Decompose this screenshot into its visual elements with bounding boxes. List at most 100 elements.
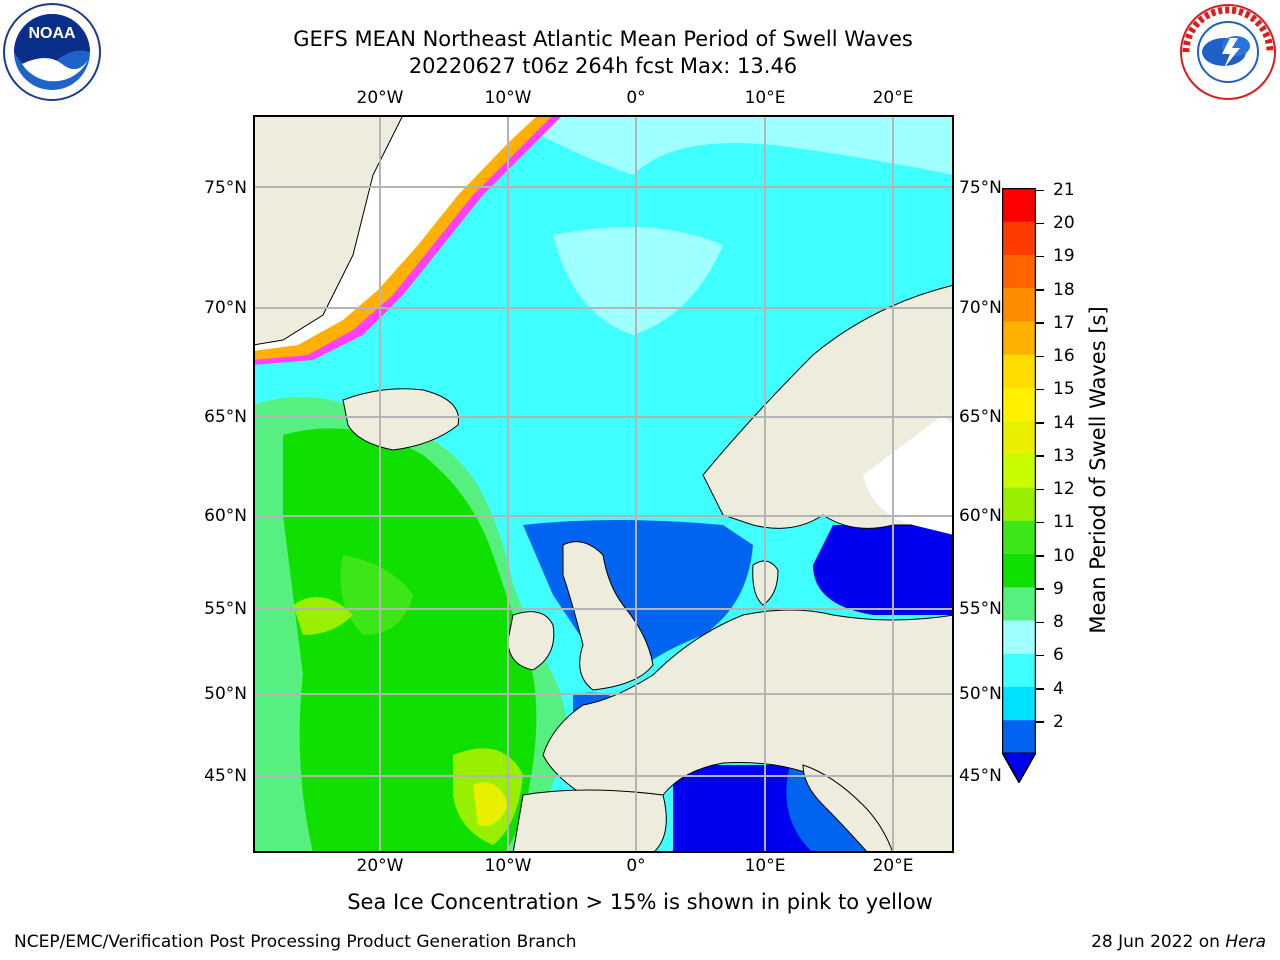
noaa-logo: NOAA	[2, 2, 102, 102]
colorbar-tick-label: 12	[1053, 479, 1075, 500]
swell-zone-baltic	[813, 525, 954, 615]
map-border	[253, 115, 954, 853]
ireland-land	[507, 611, 555, 671]
colorbar-tick-mark	[1036, 422, 1044, 424]
colorbar-segment	[1002, 586, 1036, 621]
colorbar-tick-mark	[1036, 621, 1044, 624]
colorbar-tick-mark	[1036, 255, 1044, 258]
lon-label-top: 0°	[626, 88, 646, 108]
colorbar-tick-label: 8	[1053, 612, 1064, 633]
sea-ice-note: Sea Ice Concentration > 15% is shown in …	[347, 890, 933, 914]
lat-label-right: 70°N	[959, 298, 1002, 318]
colorbar-tick-label: 6	[1053, 645, 1064, 666]
great-britain-land	[562, 541, 654, 691]
colorbar-tick-mark	[1036, 654, 1044, 657]
graticule	[253, 115, 954, 853]
colorbar-tick-label: 15	[1053, 379, 1075, 400]
lon-label-top: 10°W	[484, 88, 532, 108]
lon-label-top: 20°E	[872, 88, 914, 108]
lat-label-left: 75°N	[204, 178, 247, 198]
swell-zone-atlantic-peak	[293, 597, 353, 635]
footer-host: Hera	[1225, 932, 1266, 952]
swell-zone-west	[283, 428, 537, 853]
colorbar-segment	[1002, 487, 1036, 521]
colorbar-tick-label: 16	[1053, 346, 1075, 367]
footer-date-text: 28 Jun 2022 on	[1091, 932, 1226, 952]
colorbar-segment	[1002, 520, 1036, 555]
lon-label-bottom: 10°E	[744, 856, 786, 876]
colorbar-segment	[1002, 221, 1036, 255]
lat-label-right: 45°N	[959, 766, 1002, 786]
iberia-land	[512, 789, 667, 853]
chart-title: GEFS MEAN Northeast Atlantic Mean Period…	[293, 27, 913, 51]
colorbar-tick-label: 11	[1053, 512, 1075, 533]
greenland-land	[253, 115, 404, 346]
colorbar-title: Mean Period of Swell Waves [s]	[1086, 306, 1110, 634]
lat-label-left: 50°N	[204, 684, 247, 704]
noaa-logo-text: NOAA	[28, 25, 76, 42]
colorbar-tick-mark	[1036, 455, 1044, 457]
colorbar-segment	[1002, 287, 1036, 322]
italy-land	[802, 764, 894, 853]
colorbar-tick-mark	[1036, 222, 1044, 225]
lon-label-bottom: 10°W	[484, 856, 532, 876]
colorbar-segment	[1002, 254, 1036, 289]
colorbar-tick-mark	[1036, 521, 1044, 524]
lat-label-left: 70°N	[204, 298, 247, 318]
lon-label-top: 20°W	[356, 88, 404, 108]
colorbar-tick-label: 20	[1053, 213, 1075, 234]
colorbar-tick-label: 9	[1053, 578, 1064, 599]
colorbar-border	[1001, 187, 1037, 784]
nws-logo	[1178, 2, 1278, 102]
lat-label-right: 55°N	[959, 599, 1002, 619]
colorbar-segment	[1002, 653, 1036, 688]
map-canvas	[253, 115, 954, 853]
colorbar-tick-label: 19	[1053, 246, 1075, 267]
colorbar-tick-mark	[1036, 355, 1044, 358]
colorbar-tick-label: 21	[1053, 180, 1075, 200]
colorbar-tick-mark	[1036, 588, 1044, 590]
colorbar-tick-mark	[1036, 289, 1044, 291]
colorbar-under-arrow	[1001, 752, 1037, 785]
colorbar-segment	[1002, 420, 1036, 455]
footer-date: 28 Jun 2022 on Hera	[1091, 932, 1266, 952]
colorbar-segment	[1002, 188, 1036, 222]
colorbar-segment	[1002, 354, 1036, 388]
colorbar-segment	[1002, 620, 1036, 654]
colorbar-tick-mark	[1036, 388, 1044, 391]
lat-label-right: 50°N	[959, 684, 1002, 704]
lat-label-right: 65°N	[959, 407, 1002, 427]
lon-label-bottom: 20°W	[356, 856, 404, 876]
colorbar-segment	[1002, 453, 1036, 488]
iceland-land	[342, 388, 460, 451]
footer-credit: NCEP/EMC/Verification Post Processing Pr…	[14, 932, 577, 952]
lon-label-bottom: 20°E	[872, 856, 914, 876]
colorbar-segment	[1002, 387, 1036, 422]
colorbar-tick-mark	[1036, 688, 1044, 690]
colorbar	[1001, 187, 1037, 785]
colorbar-tick-label: 2	[1053, 711, 1064, 732]
lon-label-top: 10°E	[744, 88, 786, 108]
colorbar-tick-label: 13	[1053, 445, 1075, 466]
colorbar-tick-mark	[1036, 555, 1044, 557]
map-panel	[253, 115, 954, 853]
finland-ice-free	[863, 415, 954, 535]
colorbar-tick-label: 10	[1053, 545, 1075, 566]
colorbar-tick-mark	[1036, 721, 1044, 723]
colorbar-tick-mark	[1036, 488, 1044, 491]
colorbar-graphic	[1001, 187, 1037, 785]
colorbar-segment	[1002, 320, 1036, 355]
colorbar-tick-label: 14	[1053, 412, 1075, 433]
colorbar-segment	[1002, 686, 1036, 721]
swell-zone-west-core	[340, 555, 413, 635]
colorbar-tick-mark	[1036, 189, 1044, 191]
colorbar-tick-mark	[1036, 322, 1044, 324]
swell-zone-biscay-peak	[473, 782, 508, 826]
lat-label-right: 60°N	[959, 506, 1002, 526]
colorbar-tick-label: 4	[1053, 678, 1064, 699]
lat-label-left: 60°N	[204, 506, 247, 526]
colorbar-tick-label: 18	[1053, 279, 1075, 300]
chart-subtitle: 20220627 t06z 264h fcst Max: 13.46	[408, 54, 798, 78]
lat-label-left: 45°N	[204, 766, 247, 786]
lat-label-right: 75°N	[959, 178, 1002, 198]
